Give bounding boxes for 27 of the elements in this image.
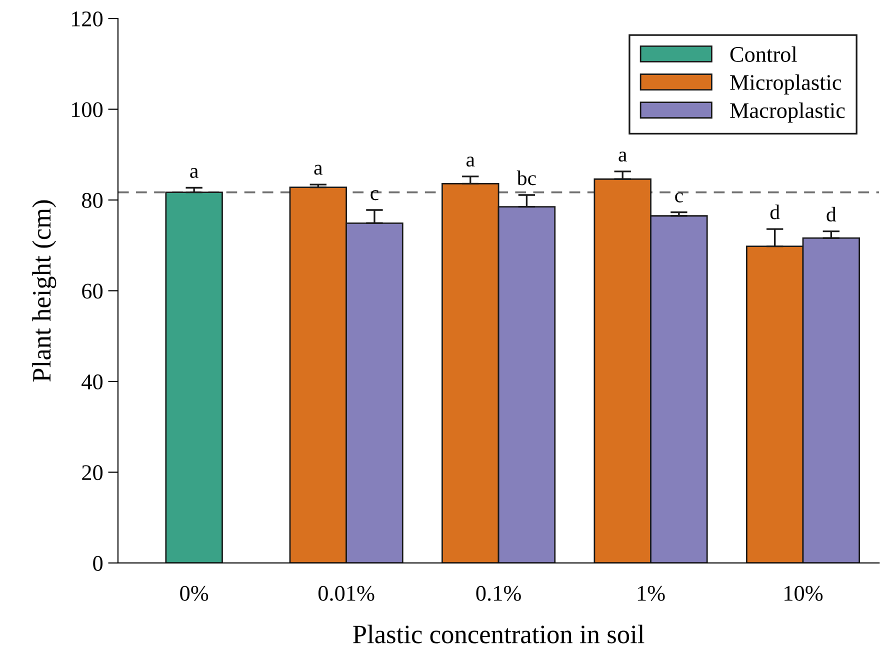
data-label: c [675, 192, 683, 202]
data-label: d [826, 206, 836, 222]
data-label: bc [516, 170, 536, 186]
y-tick-label: 80 [82, 192, 103, 208]
x-tick-label: 1% [638, 586, 665, 601]
data-label: a [190, 168, 198, 178]
x-tick-label: 0.1% [476, 586, 521, 601]
data-label: a [314, 164, 322, 175]
x-tick-label: 10% [784, 586, 823, 601]
y-tick-label: 60 [82, 284, 103, 299]
y-tick-label: 20 [82, 465, 103, 480]
legend-label: Microplastic [730, 74, 842, 95]
y-axis-title: Plant height (cm) [32, 200, 56, 382]
x-axis-title: Plastic concentration in soil [353, 624, 644, 644]
legend-label: Control [730, 46, 797, 62]
data-label: a [618, 152, 627, 162]
x-tick-label: 0% [180, 586, 208, 601]
y-tick-label: 100 [72, 102, 103, 118]
legend-label: Macroplastic [730, 102, 845, 123]
y-tick-label: 40 [82, 374, 103, 390]
x-tick-label: 0.01% [318, 586, 374, 601]
y-tick-label: 0 [93, 556, 103, 571]
y-tick-label: 120 [72, 11, 103, 26]
data-label: a [466, 156, 475, 167]
data-label: d [770, 204, 780, 220]
data-label: c [370, 190, 378, 200]
bar [165, 192, 223, 563]
